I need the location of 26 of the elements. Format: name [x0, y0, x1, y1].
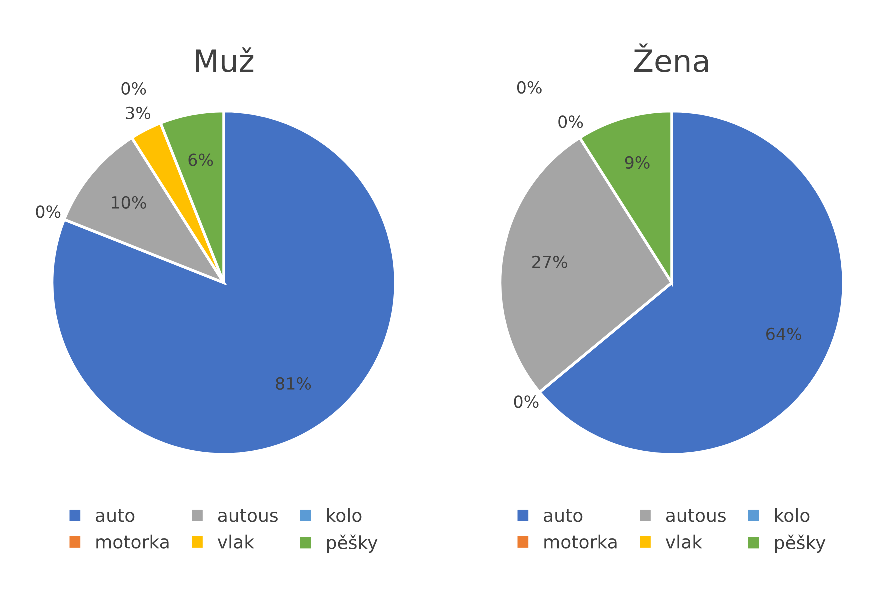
data-label: 9% [625, 156, 650, 170]
text: 0% [122, 82, 146, 95]
legend-label: auto [96, 509, 135, 522]
legend-label: autous [218, 509, 278, 522]
legend-label: motorka [544, 534, 617, 549]
legend-label: vlak [218, 534, 255, 549]
data-label: 10% [112, 196, 146, 209]
legend-label: kolo [775, 508, 810, 522]
data-label: 3% [126, 106, 151, 120]
text: 0% [36, 206, 61, 218]
legend-label: auto [544, 509, 583, 522]
text: 0% [558, 116, 584, 128]
text: 0% [514, 396, 539, 408]
legend-label: autous [666, 509, 726, 522]
legend-label: pěšky [327, 534, 378, 554]
chart-title: Žena [634, 44, 708, 72]
data-label: 6% [188, 154, 214, 166]
legend-label: vlak [666, 534, 703, 549]
data-label: 81% [276, 377, 312, 390]
legend-label: pěšky [775, 534, 826, 554]
legend-label: kolo [327, 508, 362, 522]
text: 0% [517, 81, 542, 94]
chart-title: Muž [196, 48, 254, 72]
data-label: 27% [532, 256, 568, 268]
legend-label: motorka [96, 534, 169, 549]
data-label: 64% [766, 328, 802, 340]
